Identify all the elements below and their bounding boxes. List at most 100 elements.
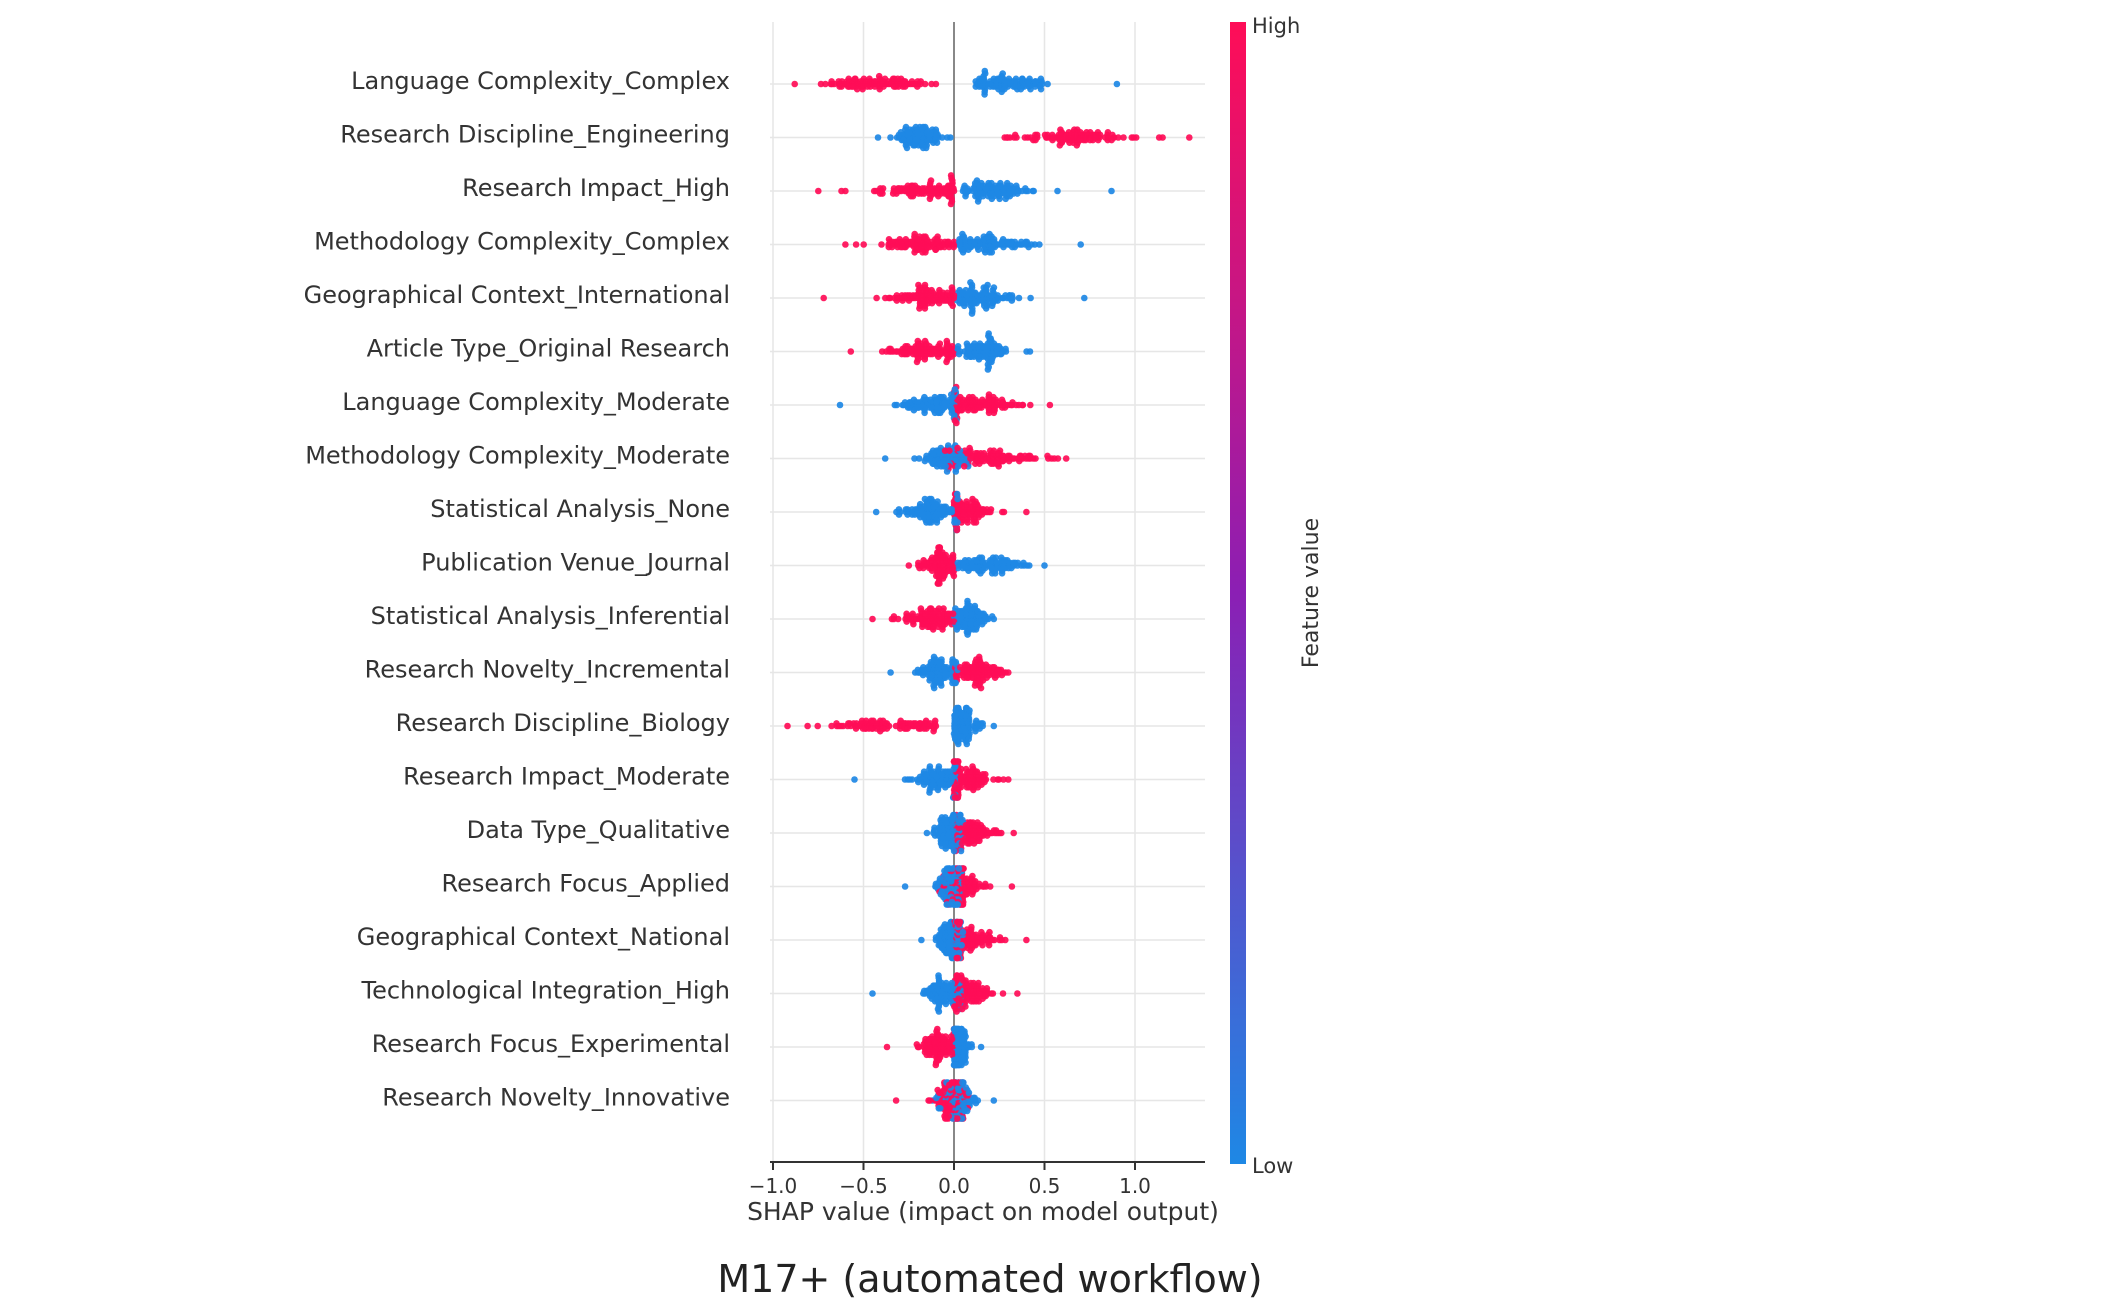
shap-point xyxy=(988,302,996,310)
shap-point xyxy=(943,1115,950,1122)
shap-point xyxy=(1104,129,1112,136)
shap-point xyxy=(921,305,929,312)
shap-point xyxy=(912,292,919,299)
shap-point xyxy=(904,241,912,248)
shap-point xyxy=(963,674,971,681)
shap-point xyxy=(969,768,976,775)
shap-point xyxy=(984,615,992,623)
shap-point xyxy=(804,722,811,730)
shap-point xyxy=(955,758,962,765)
shap-point xyxy=(916,305,923,312)
shap-point xyxy=(966,885,974,893)
shap-point xyxy=(962,605,970,612)
shap-point xyxy=(946,921,953,928)
shap-point xyxy=(968,1041,975,1048)
feature-label: Language Complexity_Moderate xyxy=(342,388,730,416)
shap-point xyxy=(966,353,974,361)
shap-point xyxy=(842,241,849,248)
shap-point xyxy=(923,1051,930,1059)
shap-point xyxy=(1115,134,1122,141)
shap-point xyxy=(978,928,985,936)
shap-point xyxy=(942,463,949,470)
shap-point xyxy=(984,829,992,837)
shap-point xyxy=(920,503,927,511)
shap-point xyxy=(954,1115,961,1122)
shap-point xyxy=(1011,455,1018,462)
shap-point xyxy=(937,1105,944,1112)
shap-point xyxy=(995,776,1003,783)
shap-point xyxy=(1008,883,1016,890)
shap-point xyxy=(967,620,974,628)
shap-point xyxy=(999,404,1006,411)
shap-point xyxy=(845,75,852,83)
shap-point xyxy=(1003,179,1011,187)
shap-point xyxy=(942,814,949,821)
shap-point xyxy=(967,455,974,462)
shap-point xyxy=(931,998,939,1005)
shap-point xyxy=(918,936,925,944)
shap-point xyxy=(909,192,917,200)
shap-point xyxy=(930,564,938,572)
shap-point xyxy=(961,503,969,511)
shap-point xyxy=(846,720,854,727)
shap-point xyxy=(839,722,847,730)
shap-point xyxy=(925,1035,933,1043)
shap-point xyxy=(926,1097,934,1104)
shap-point xyxy=(916,564,923,572)
shap-point xyxy=(964,631,971,638)
shap-point xyxy=(944,442,952,449)
shap-point xyxy=(1026,562,1033,569)
shap-point xyxy=(974,198,982,205)
shap-point xyxy=(972,626,980,633)
shap-point xyxy=(973,564,980,572)
shap-point xyxy=(860,241,867,248)
shap-point xyxy=(933,982,940,989)
shap-point xyxy=(971,682,979,689)
shap-point xyxy=(913,358,921,366)
shap-point xyxy=(989,936,996,944)
shap-point xyxy=(982,185,990,192)
shap-point xyxy=(935,763,943,770)
shap-point xyxy=(977,934,985,941)
shap-point xyxy=(979,941,986,949)
shap-point xyxy=(955,865,963,872)
shap-point xyxy=(871,83,879,90)
shap-point xyxy=(924,664,932,671)
shap-point xyxy=(984,366,992,373)
shap-point xyxy=(948,391,955,398)
shap-point xyxy=(923,519,930,526)
shap-point xyxy=(876,190,884,197)
shap-point xyxy=(972,519,980,526)
shap-point xyxy=(917,78,925,85)
x-tick-label: −0.5 xyxy=(839,1174,888,1198)
feature-label: Statistical Analysis_None xyxy=(430,495,730,523)
x-axis-label: SHAP value (impact on model output) xyxy=(747,1197,1219,1226)
shap-point xyxy=(951,519,958,526)
shap-point xyxy=(964,406,972,414)
shap-point xyxy=(1026,75,1033,83)
shap-point xyxy=(887,669,894,676)
shap-point xyxy=(919,286,926,294)
shap-point xyxy=(911,455,918,462)
x-tick-label: 0.0 xyxy=(938,1174,970,1198)
shap-point xyxy=(965,992,972,1000)
shap-point xyxy=(948,979,956,987)
shap-point xyxy=(968,310,976,317)
shap-point xyxy=(945,343,952,350)
shap-point xyxy=(977,1043,985,1051)
shap-point xyxy=(836,401,844,409)
shap-point xyxy=(998,238,1006,246)
shap-point xyxy=(885,722,893,730)
shap-point xyxy=(918,297,925,304)
shap-point xyxy=(994,666,1002,674)
shap-point xyxy=(945,243,953,251)
shap-point xyxy=(966,444,973,452)
shap-point xyxy=(968,998,975,1005)
shap-point xyxy=(1010,829,1017,837)
shap-point xyxy=(878,348,886,355)
feature-label: Research Impact_High xyxy=(462,174,730,202)
shap-point xyxy=(877,185,884,192)
shap-point xyxy=(901,292,909,299)
x-tick-label: 0.5 xyxy=(1029,1174,1061,1198)
shap-point xyxy=(953,972,961,979)
